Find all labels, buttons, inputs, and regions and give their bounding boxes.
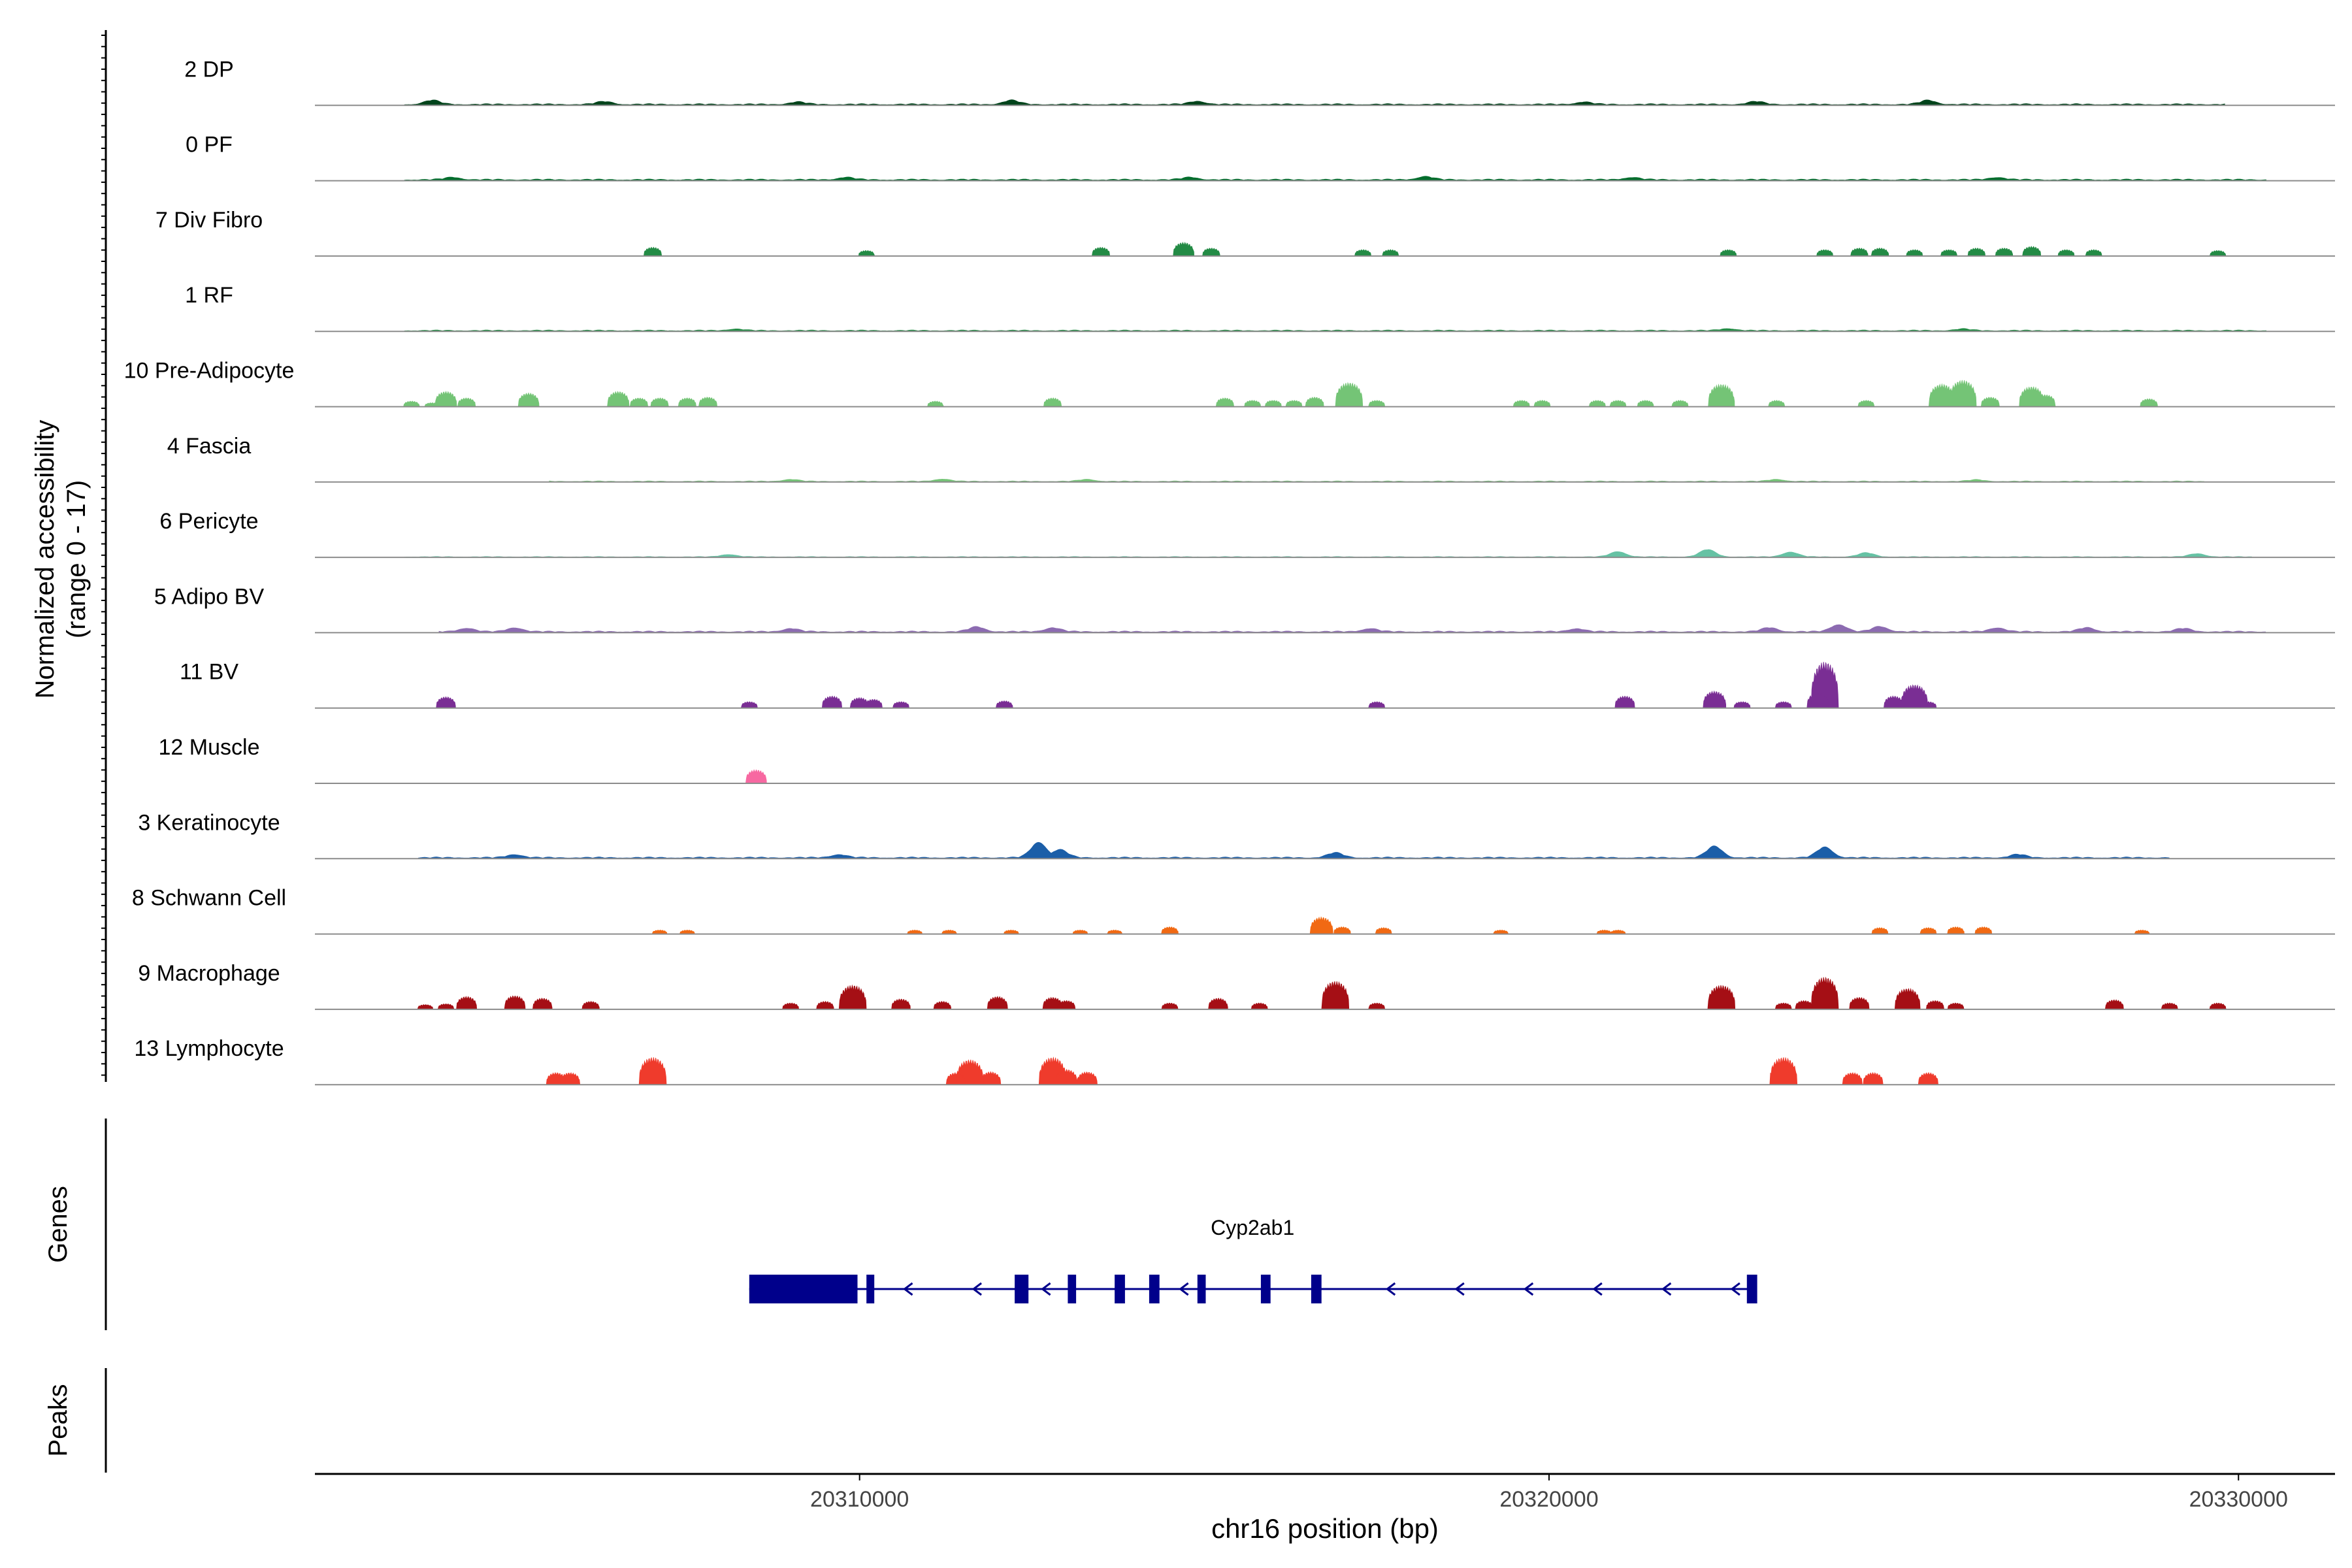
track-label: 11 BV xyxy=(180,660,238,685)
track-7: 6 Pericyte xyxy=(159,509,2335,559)
x-tick-label: 20330000 xyxy=(2189,1487,2288,1512)
y-axis-title: Normalized accessibility xyxy=(31,420,59,699)
track-coverage xyxy=(404,328,2266,332)
x-tick-label: 20320000 xyxy=(1499,1487,1598,1512)
track-coverage xyxy=(546,1056,1939,1085)
track-label: 2 DP xyxy=(184,57,234,82)
track-coverage xyxy=(417,841,2170,859)
track-coverage xyxy=(745,769,767,784)
track-5: 10 Pre-Adipocyte xyxy=(124,359,2335,408)
track-8: 5 Adipo BV xyxy=(154,584,2335,634)
track-label: 12 Muscle xyxy=(159,735,260,760)
coverage-tracks: 2 DP 0 PF 7 Div Fibro 1 RF 10 Pre-Adipocyte 4… xyxy=(124,57,2335,1086)
track-label: 9 Macrophage xyxy=(138,961,280,986)
track-coverage xyxy=(404,176,2266,181)
track-4: 1 RF xyxy=(185,283,2335,333)
track-coverage xyxy=(403,380,2158,407)
track-coverage xyxy=(643,241,2227,257)
track-3: 7 Div Fibro xyxy=(155,208,2335,257)
y-axis-ticks xyxy=(101,35,106,1076)
gene-exon xyxy=(749,1275,858,1303)
track-9: 11 BV xyxy=(180,660,2335,709)
gene-exon xyxy=(1068,1275,1077,1303)
y-axis-subtitle: (range 0 - 17) xyxy=(62,480,91,638)
track-label: 7 Div Fibro xyxy=(155,208,263,233)
gene-exon xyxy=(1149,1275,1160,1303)
track-6: 4 Fascia xyxy=(167,434,2335,483)
track-label: 13 Lymphocyte xyxy=(134,1036,284,1061)
gene-exon xyxy=(1260,1275,1271,1303)
track-12: 8 Schwann Cell xyxy=(132,886,2335,935)
track-14: 13 Lymphocyte xyxy=(134,1036,2335,1086)
strand-arrow xyxy=(972,1282,982,1296)
genes-panel-label: Genes xyxy=(44,1186,73,1263)
gene-label: Cyp2ab1 xyxy=(1211,1216,1294,1239)
strand-arrow xyxy=(1385,1282,1396,1296)
gene-exon xyxy=(1197,1275,1206,1303)
strand-arrow xyxy=(1179,1282,1189,1296)
track-coverage xyxy=(549,478,2204,483)
track-1: 2 DP xyxy=(184,57,2335,106)
x-axis-title: chr16 position (bp) xyxy=(1211,1513,1439,1544)
x-tick-label: 20310000 xyxy=(810,1487,909,1512)
strand-arrow xyxy=(903,1282,913,1296)
track-coverage xyxy=(651,916,2150,934)
gene-exon xyxy=(866,1275,875,1303)
track-coverage xyxy=(417,976,2227,1010)
track-coverage xyxy=(404,549,2253,558)
track-10: 12 Muscle xyxy=(159,735,2335,784)
track-13: 9 Macrophage xyxy=(138,961,2335,1010)
track-label: 1 RF xyxy=(185,283,233,308)
peaks-panel-label: Peaks xyxy=(44,1384,73,1456)
gene-exon xyxy=(1015,1275,1029,1303)
track-coverage xyxy=(436,661,1937,709)
track-11: 3 Keratinocyte xyxy=(138,810,2335,860)
track-label: 6 Pericyte xyxy=(159,509,258,534)
strand-arrow xyxy=(1730,1282,1740,1296)
track-label: 0 PF xyxy=(186,133,233,157)
track-2: 0 PF xyxy=(186,133,2335,182)
gene-exon xyxy=(1115,1275,1125,1303)
track-label: 10 Pre-Adipocyte xyxy=(124,359,295,384)
strand-arrow xyxy=(1661,1282,1672,1296)
gene-exon xyxy=(1746,1275,1757,1303)
track-label: 3 Keratinocyte xyxy=(138,810,280,835)
gene-exon xyxy=(1311,1275,1322,1303)
gene-model xyxy=(749,1275,1757,1303)
track-label: 8 Schwann Cell xyxy=(132,886,286,911)
strand-arrow xyxy=(1454,1282,1465,1296)
track-label: 5 Adipo BV xyxy=(154,584,265,609)
strand-arrow xyxy=(1523,1282,1534,1296)
track-coverage xyxy=(438,624,2267,633)
track-label: 4 Fascia xyxy=(167,434,252,459)
track-coverage xyxy=(404,99,2225,106)
x-axis-ticks: 20310000 20320000 20330000 xyxy=(810,1474,2288,1512)
strand-arrow xyxy=(1592,1282,1603,1296)
strand-arrow xyxy=(1041,1282,1051,1296)
